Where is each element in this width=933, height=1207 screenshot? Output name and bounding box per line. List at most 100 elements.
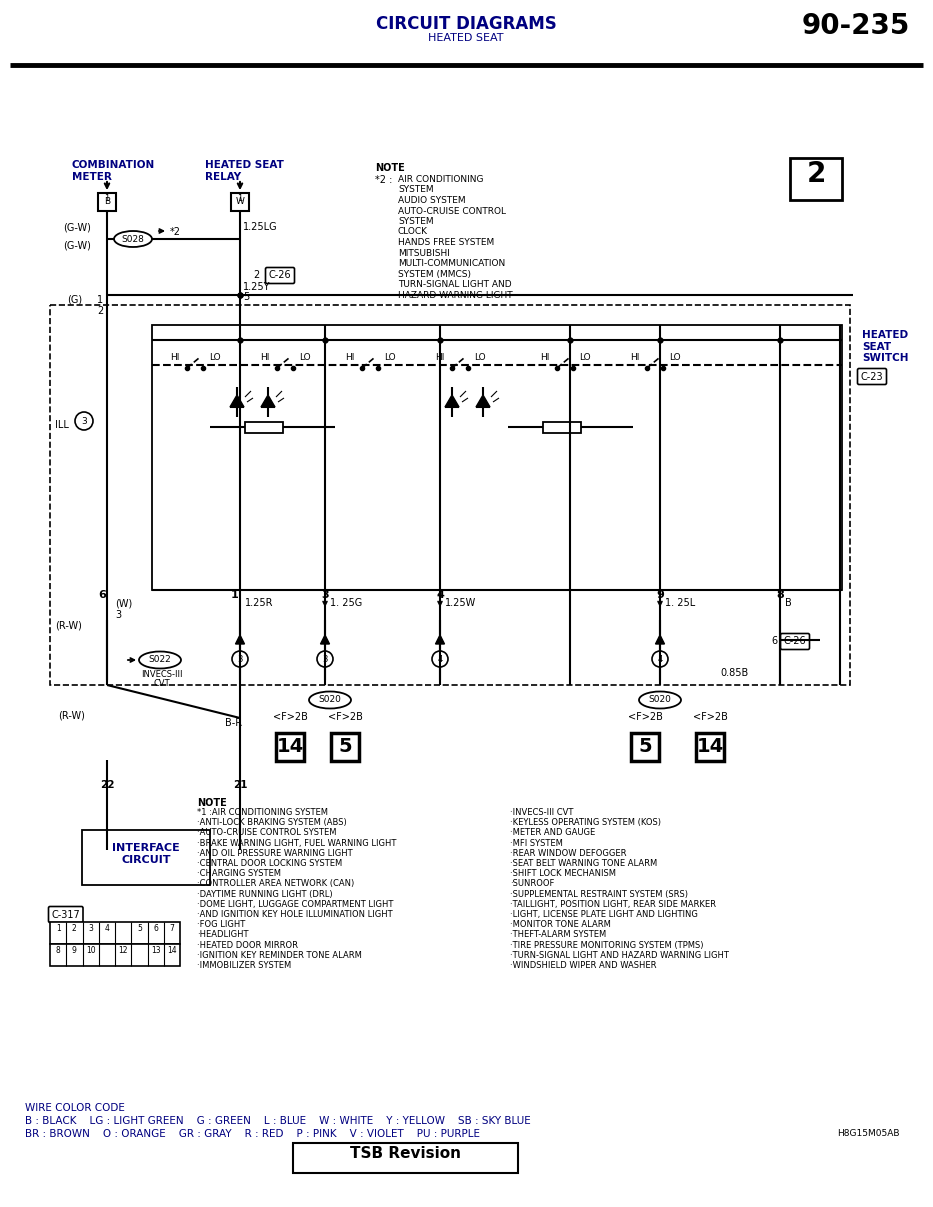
Text: 1. 25G: 1. 25G	[330, 597, 362, 608]
Text: ·HEADLIGHT: ·HEADLIGHT	[197, 931, 248, 939]
Text: 6: 6	[772, 636, 778, 646]
Text: <F>2B: <F>2B	[628, 712, 662, 722]
Text: 7: 7	[170, 925, 174, 933]
Text: 1: 1	[97, 295, 104, 305]
Text: CIRCUIT DIAGRAMS: CIRCUIT DIAGRAMS	[376, 14, 556, 33]
Bar	[231, 193, 249, 211]
Polygon shape	[436, 635, 444, 645]
Text: 2: 2	[254, 270, 260, 280]
Text: HEATED SEAT
RELAY: HEATED SEAT RELAY	[205, 161, 284, 181]
Text: ·SUNROOF: ·SUNROOF	[510, 880, 554, 888]
Text: 12: 12	[118, 946, 128, 955]
Text: ·TAILLIGHT, POSITION LIGHT, REAR SIDE MARKER: ·TAILLIGHT, POSITION LIGHT, REAR SIDE MA…	[510, 899, 716, 909]
Text: ·MFI SYSTEM: ·MFI SYSTEM	[510, 839, 563, 847]
Text: ILL: ILL	[55, 420, 69, 430]
Text: 14: 14	[276, 737, 303, 757]
Text: INTERFACE
CIRCUIT: INTERFACE CIRCUIT	[112, 842, 180, 864]
Bar	[331, 733, 359, 760]
Bar	[50, 922, 180, 944]
Text: 3: 3	[89, 925, 93, 933]
Text: SYSTEM (MMCS): SYSTEM (MMCS)	[398, 269, 471, 279]
Text: ·HEATED DOOR MIRROR: ·HEATED DOOR MIRROR	[197, 940, 298, 950]
Text: MITSUBISHI: MITSUBISHI	[398, 249, 450, 257]
Text: 5: 5	[338, 737, 352, 757]
Text: <F>2B: <F>2B	[692, 712, 728, 722]
Text: 5: 5	[638, 737, 652, 757]
Text: ·TURN-SIGNAL LIGHT AND HAZARD WARNING LIGHT: ·TURN-SIGNAL LIGHT AND HAZARD WARNING LI…	[510, 951, 729, 960]
FancyBboxPatch shape	[781, 634, 810, 649]
Bar	[631, 733, 659, 760]
Text: ·LIGHT, LICENSE PLATE LIGHT AND LIGHTING: ·LIGHT, LICENSE PLATE LIGHT AND LIGHTING	[510, 910, 698, 919]
Text: (G): (G)	[67, 295, 82, 305]
Polygon shape	[261, 395, 275, 407]
Text: 1: 1	[237, 194, 243, 203]
Bar	[152, 325, 842, 590]
Text: C-26: C-26	[784, 636, 806, 647]
Text: ·TIRE PRESSURE MONITORING SYSTEM (TPMS): ·TIRE PRESSURE MONITORING SYSTEM (TPMS)	[510, 940, 703, 950]
Text: 3: 3	[321, 590, 328, 600]
Text: ·CHARGING SYSTEM: ·CHARGING SYSTEM	[197, 869, 281, 879]
Text: CLOCK: CLOCK	[398, 227, 428, 237]
Text: HANDS FREE SYSTEM: HANDS FREE SYSTEM	[398, 238, 494, 247]
Text: HI: HI	[540, 352, 550, 362]
Bar	[293, 1143, 518, 1173]
Text: 8: 8	[56, 946, 61, 955]
Text: ·DAYTIME RUNNING LIGHT (DRL): ·DAYTIME RUNNING LIGHT (DRL)	[197, 890, 333, 898]
Text: ·ANTI-LOCK BRAKING SYSTEM (ABS): ·ANTI-LOCK BRAKING SYSTEM (ABS)	[197, 818, 347, 827]
Text: 9: 9	[72, 946, 77, 955]
Text: *2: *2	[170, 227, 181, 237]
Text: *1 :AIR CONDITIONING SYSTEM: *1 :AIR CONDITIONING SYSTEM	[197, 807, 328, 817]
FancyBboxPatch shape	[266, 268, 295, 284]
Text: 14: 14	[167, 946, 176, 955]
Text: HEATED
SEAT
SWITCH: HEATED SEAT SWITCH	[862, 330, 909, 363]
Text: 6: 6	[153, 925, 158, 933]
FancyBboxPatch shape	[49, 906, 83, 922]
Bar	[245, 422, 283, 433]
Text: 6: 6	[98, 590, 106, 600]
Text: ·THEFT-ALARM SYSTEM: ·THEFT-ALARM SYSTEM	[510, 931, 606, 939]
Text: INVECS-III: INVECS-III	[141, 670, 183, 680]
Text: ·CENTRAL DOOR LOCKING SYSTEM: ·CENTRAL DOOR LOCKING SYSTEM	[197, 859, 342, 868]
Polygon shape	[230, 395, 244, 407]
Text: 10: 10	[86, 946, 95, 955]
Text: HI: HI	[260, 352, 270, 362]
Text: 1. 25L: 1. 25L	[665, 597, 695, 608]
Text: B: B	[785, 597, 792, 608]
Bar	[696, 733, 724, 760]
Text: 5: 5	[137, 925, 142, 933]
Text: *2 :: *2 :	[375, 175, 393, 185]
Text: ·AND IGNITION KEY HOLE ILLUMINATION LIGHT: ·AND IGNITION KEY HOLE ILLUMINATION LIGH…	[197, 910, 393, 919]
Text: ·CONTROLLER AREA NETWORK (CAN): ·CONTROLLER AREA NETWORK (CAN)	[197, 880, 355, 888]
Text: B: B	[104, 198, 110, 206]
Text: AIR CONDITIONING: AIR CONDITIONING	[398, 175, 483, 183]
Text: 4: 4	[436, 590, 444, 600]
Text: 4: 4	[438, 654, 442, 664]
Text: LO: LO	[474, 352, 486, 362]
Polygon shape	[321, 635, 329, 645]
Text: 8: 8	[776, 590, 784, 600]
Text: 2: 2	[97, 307, 104, 316]
Text: ·IGNITION KEY REMINDER TONE ALARM: ·IGNITION KEY REMINDER TONE ALARM	[197, 951, 362, 960]
Text: ·AND OIL PRESSURE WARNING LIGHT: ·AND OIL PRESSURE WARNING LIGHT	[197, 849, 353, 858]
Text: LO: LO	[579, 352, 591, 362]
Text: 1: 1	[56, 925, 61, 933]
Text: 2: 2	[72, 925, 77, 933]
Text: 13: 13	[151, 946, 160, 955]
Text: LO: LO	[299, 352, 311, 362]
Text: 4: 4	[104, 925, 109, 933]
Text: CVT: CVT	[154, 680, 171, 688]
Text: <F>2B: <F>2B	[327, 712, 362, 722]
Text: C-23: C-23	[860, 372, 884, 381]
Text: 1.25Y: 1.25Y	[243, 282, 271, 292]
Text: 90-235: 90-235	[801, 12, 910, 40]
Text: 1.25LG: 1.25LG	[243, 222, 278, 232]
Text: ·SUPPLEMENTAL RESTRAINT SYSTEM (SRS): ·SUPPLEMENTAL RESTRAINT SYSTEM (SRS)	[510, 890, 688, 898]
Text: 14: 14	[696, 737, 724, 757]
Text: HEATED SEAT: HEATED SEAT	[428, 33, 504, 43]
Text: 0.85B: 0.85B	[720, 667, 748, 678]
Text: ·AUTO-CRUISE CONTROL SYSTEM: ·AUTO-CRUISE CONTROL SYSTEM	[197, 828, 337, 838]
Text: WIRE COLOR CODE: WIRE COLOR CODE	[25, 1103, 125, 1113]
Text: ·SEAT BELT WARNING TONE ALARM: ·SEAT BELT WARNING TONE ALARM	[510, 859, 657, 868]
Text: 5: 5	[243, 292, 249, 302]
Text: ·MONITOR TONE ALARM: ·MONITOR TONE ALARM	[510, 920, 611, 929]
